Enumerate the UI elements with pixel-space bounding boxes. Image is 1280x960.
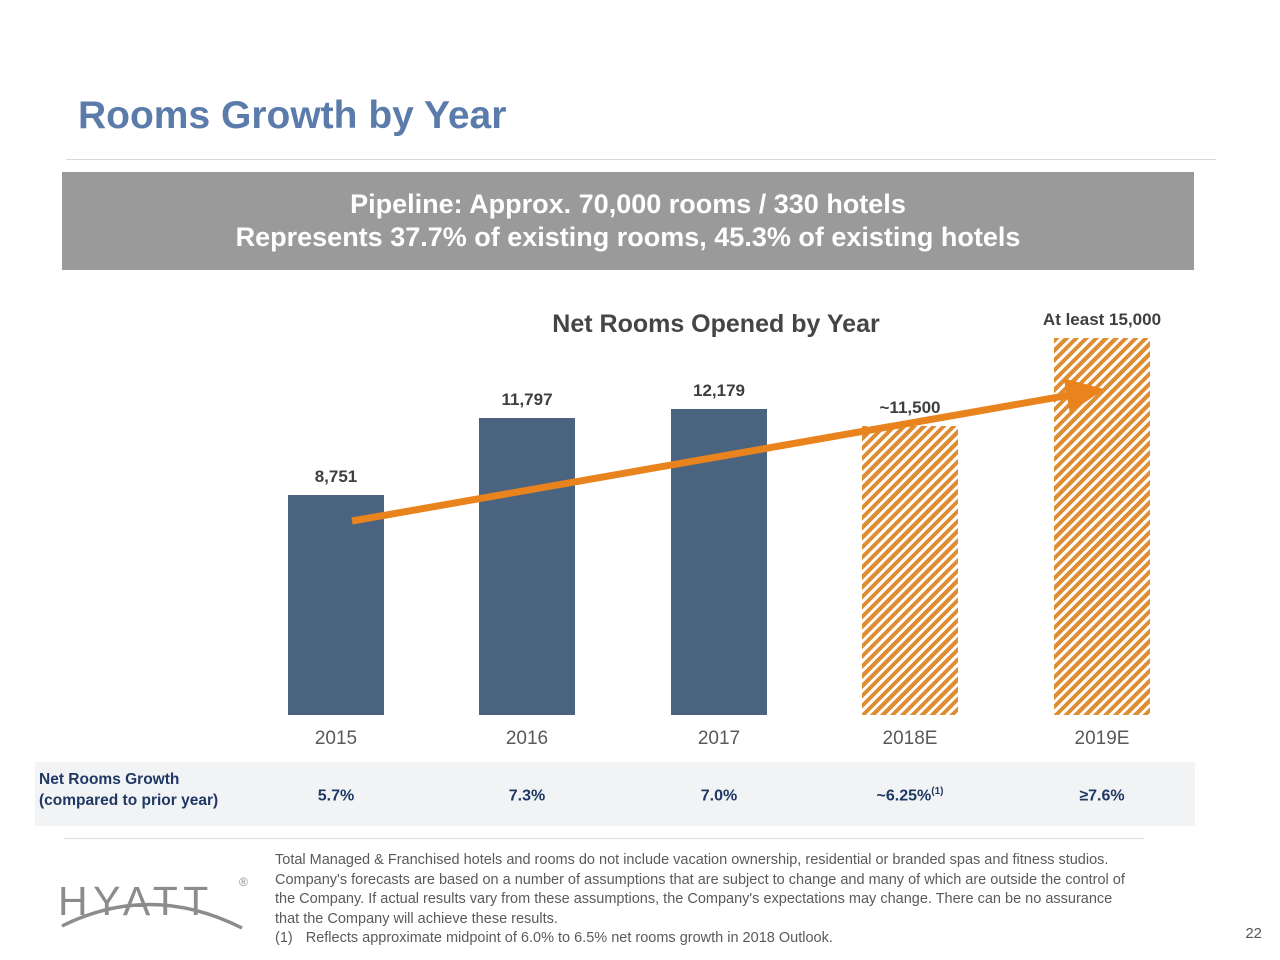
registered-mark: ®	[239, 875, 248, 889]
axis-label-2017: 2017	[697, 728, 741, 749]
growth-table-row: Net Rooms Growth (compared to prior year…	[35, 762, 1195, 826]
growth-value-sup: (1)	[931, 786, 944, 797]
title-divider	[66, 159, 1216, 160]
growth-row-label-line2: (compared to prior year)	[39, 792, 219, 809]
bar-value-label: At least 15,000	[1042, 310, 1162, 329]
page-title: Rooms Growth by Year	[78, 94, 507, 137]
disclaimer-line: Total Managed & Franchised hotels and ro…	[275, 852, 1109, 868]
bar-column-2017: 12,179 2017	[609, 295, 829, 755]
bar-column-2015: 8,751 2015	[226, 295, 446, 755]
axis-label-2019e: 2019E	[1074, 728, 1130, 749]
disclaimer-line: that the Company will achieve these resu…	[275, 910, 558, 927]
bar-column-2018e: ~11,500 2018E	[800, 295, 1020, 755]
bar-2017	[671, 409, 767, 715]
growth-value-text: ≥7.6%	[1079, 787, 1125, 805]
pipeline-banner: Pipeline: Approx. 70,000 rooms / 330 hot…	[62, 172, 1194, 270]
growth-value-text: 7.3%	[508, 787, 546, 805]
growth-value-2018e: ~6.25%(1)	[830, 786, 990, 805]
growth-value-2015: 5.7%	[256, 786, 416, 805]
footnote: (1) Reflects approximate midpoint of 6.0%…	[275, 929, 1235, 949]
chart-title: Net Rooms Opened by Year	[552, 310, 880, 338]
bar-column-2019e: At least 15,000 2019E	[992, 295, 1212, 755]
growth-value-text: 5.7%	[317, 787, 355, 805]
growth-value-2019e: ≥7.6%	[1022, 786, 1182, 805]
logo-arc	[61, 902, 243, 930]
axis-label-2016: 2016	[505, 728, 549, 749]
bar-value-label: 8,751	[314, 467, 358, 486]
growth-value-2016: 7.3%	[447, 786, 607, 805]
growth-value-2017: 7.0%	[639, 786, 799, 805]
disclaimer-line: the Company. If actual results vary from…	[275, 891, 1113, 907]
footnote-text: Reflects approximate midpoint of 6.0% to…	[305, 930, 833, 946]
bar-column-2016: 11,797 2016	[417, 295, 637, 755]
bar-value-label: 11,797	[501, 390, 553, 409]
disclaimer-line: Company's forecasts are based on a numbe…	[275, 871, 1125, 888]
page-number: 22	[1245, 925, 1262, 942]
hyatt-logo: HYATT ®	[58, 875, 248, 930]
pipeline-banner-line2: Represents 37.7% of existing rooms, 45.3…	[235, 222, 1021, 252]
footer-divider	[64, 838, 1144, 839]
bar-2018e	[862, 426, 958, 715]
growth-value-text: ~6.25%	[876, 787, 932, 805]
axis-label-2018e: 2018E	[882, 728, 938, 749]
logo-text: HYATT	[58, 878, 214, 924]
bar-2015	[288, 495, 384, 715]
footnote-marker: (1)	[275, 930, 293, 946]
bar-2019e	[1054, 338, 1150, 715]
bar-2016	[479, 418, 575, 715]
growth-row-label: Net Rooms Growth (compared to prior year…	[39, 769, 218, 811]
bar-value-label: ~11,500	[879, 398, 941, 417]
bar-chart: 8,751 2015 11,797 2016 12,179 2017 ~11,5…	[0, 295, 1280, 755]
growth-row-label-line1: Net Rooms Growth	[39, 771, 180, 788]
growth-value-text: 7.0%	[700, 787, 738, 805]
pipeline-banner-line1: Pipeline: Approx. 70,000 rooms / 330 hot…	[350, 189, 906, 219]
disclaimer-text: Total Managed & Franchised hotels and ro…	[275, 851, 1235, 949]
bar-value-label: 12,179	[693, 381, 745, 400]
axis-label-2015: 2015	[314, 728, 358, 749]
